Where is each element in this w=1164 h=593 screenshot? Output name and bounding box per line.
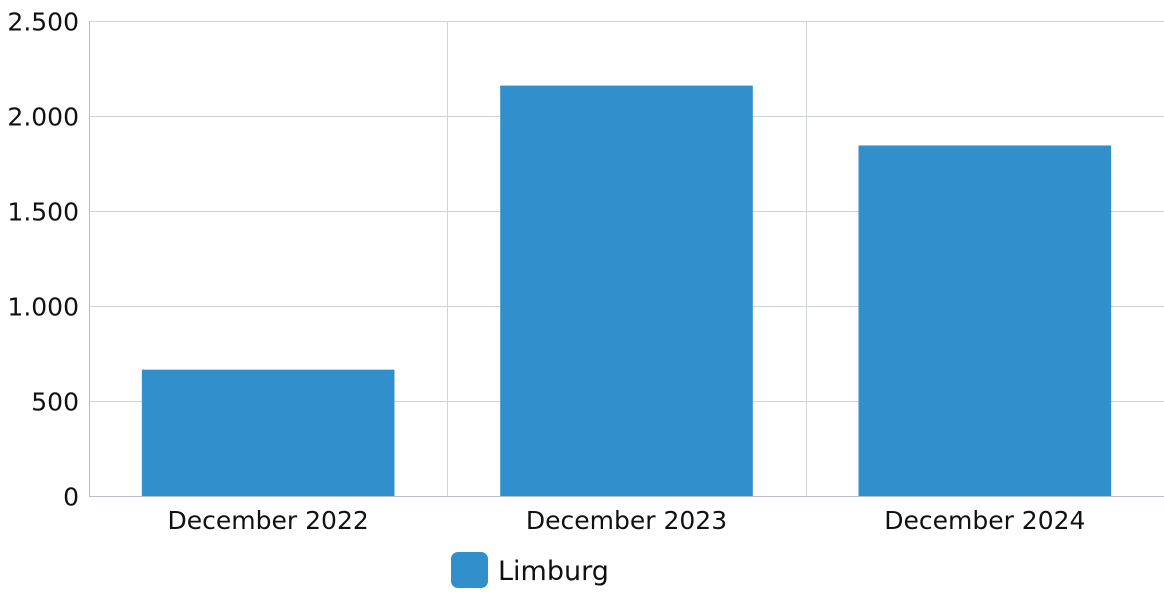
axes [89,21,1164,497]
bar-december-2022[interactable] [141,369,395,496]
y-tick-label: 1.500 [7,198,79,227]
bar-december-2024[interactable] [858,145,1112,496]
y-tick-label: 500 [31,388,79,417]
y-tick-label: 0 [63,483,79,512]
y-tick-label: 2.500 [7,8,79,37]
bar-december-2023[interactable] [500,85,753,496]
bars [141,85,1112,496]
x-category-label: December 2024 [884,506,1085,535]
axis-labels: 0 500 1.000 1.500 2.000 2.500 December 2022 Dec… [7,8,1085,536]
legend-label[interactable]: Limburg [498,556,609,587]
legend[interactable]: Limburg [451,552,609,588]
legend-swatch[interactable] [451,552,488,588]
y-tick-label: 1.000 [7,293,79,322]
y-tick-label: 2.000 [7,103,79,132]
x-category-label: December 2022 [168,506,369,535]
x-category-label: December 2023 [526,506,727,535]
